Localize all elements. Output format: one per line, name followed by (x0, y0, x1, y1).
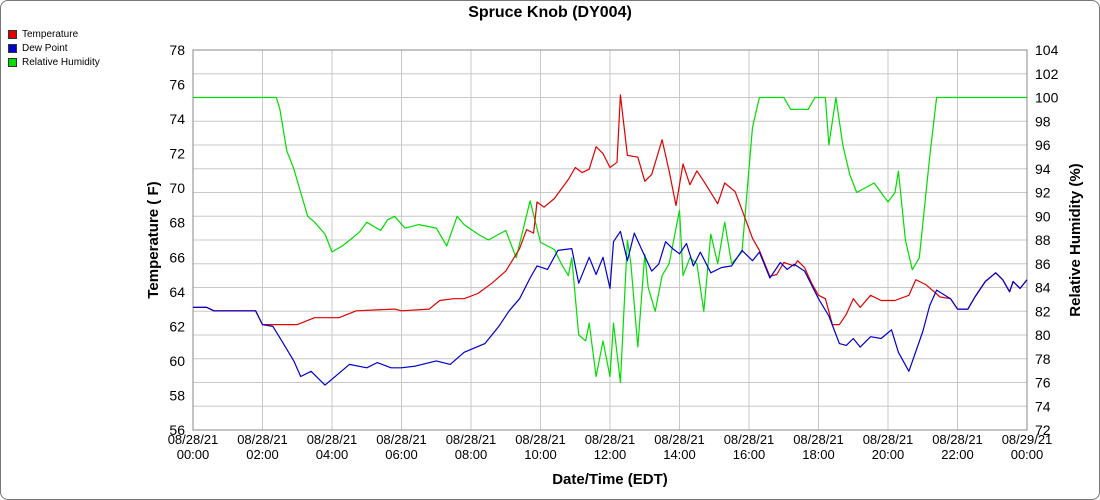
y-axis-label-right: Relative Humidity (%) (1067, 163, 1084, 316)
x-tick-label-date: 08/28/21 (932, 432, 983, 447)
y-tick-label-right: 86 (1035, 256, 1051, 272)
x-tick-label-date: 08/28/21 (446, 432, 497, 447)
y-tick-label-right: 92 (1035, 185, 1051, 201)
x-tick-label-time: 02:00 (246, 447, 279, 462)
x-tick-label-date: 08/28/21 (654, 432, 705, 447)
y-axis-label-left: Temperature ( F) (145, 181, 162, 298)
x-tick-label-date: 08/28/21 (724, 432, 775, 447)
x-tick-label-time: 20:00 (872, 447, 905, 462)
legend-label-relative-humidity: Relative Humidity (22, 56, 100, 68)
y-tick-label-right: 90 (1035, 208, 1051, 224)
y-tick-label-right: 78 (1035, 351, 1051, 367)
x-tick-label-time: 00:00 (1011, 447, 1044, 462)
x-tick-label-time: 16:00 (733, 447, 766, 462)
y-tick-label-right: 104 (1035, 42, 1059, 58)
legend: Temperature Dew Point Relative Humidity (8, 27, 100, 69)
y-tick-label-left: 68 (169, 215, 185, 231)
x-tick-label-time: 00:00 (177, 447, 210, 462)
y-tick-label-left: 70 (169, 180, 185, 196)
y-tick-label-right: 94 (1035, 161, 1051, 177)
y-tick-label-left: 64 (169, 284, 185, 300)
legend-swatch-dew-point (8, 43, 17, 53)
x-tick-label-date: 08/28/21 (863, 432, 914, 447)
legend-label-dew-point: Dew Point (22, 42, 68, 54)
y-tick-label-left: 58 (169, 387, 185, 403)
y-tick-label-right: 76 (1035, 375, 1051, 391)
plot-border (192, 49, 1028, 431)
y-tick-label-left: 66 (169, 249, 185, 265)
x-tick-label-time: 22:00 (941, 447, 974, 462)
x-tick-label-time: 06:00 (385, 447, 418, 462)
y-tick-label-left: 72 (169, 146, 185, 162)
x-tick-label-date: 08/28/21 (376, 432, 427, 447)
series-line-relative-humidity (193, 96, 1027, 384)
x-tick-label-time: 08:00 (455, 447, 488, 462)
x-tick-label-time: 14:00 (663, 447, 696, 462)
x-tick-label-time: 10:00 (524, 447, 557, 462)
legend-item-dew-point: Dew Point (8, 41, 100, 55)
legend-item-temperature: Temperature (8, 27, 100, 41)
y-tick-label-left: 60 (169, 353, 185, 369)
x-tick-label-date: 08/29/21 (1002, 432, 1053, 447)
y-tick-label-right: 98 (1035, 113, 1051, 129)
y-tick-label-left: 74 (169, 111, 185, 127)
y-tick-label-left: 76 (169, 77, 185, 93)
x-tick-label-date: 08/28/21 (585, 432, 636, 447)
y-tick-label-right: 74 (1035, 398, 1051, 414)
chart-title: Spruce Knob (DY004) (468, 4, 632, 21)
y-tick-label-left: 78 (169, 42, 185, 58)
x-tick-label-time: 18:00 (802, 447, 835, 462)
x-tick-label-date: 08/28/21 (793, 432, 844, 447)
y-tick-label-right: 100 (1035, 90, 1059, 106)
y-tick-label-right: 88 (1035, 232, 1051, 248)
x-tick-label-date: 08/28/21 (307, 432, 358, 447)
y-tick-label-right: 72 (1035, 422, 1051, 438)
x-tick-label-time: 04:00 (316, 447, 349, 462)
legend-label-temperature: Temperature (22, 28, 79, 40)
y-tick-label-right: 84 (1035, 280, 1051, 296)
x-tick-label-date: 08/28/21 (515, 432, 566, 447)
x-tick-label-time: 12:00 (594, 447, 627, 462)
series-line-temperature (193, 94, 1028, 326)
y-tick-label-left: 62 (169, 318, 185, 334)
series-line-dew-point (193, 230, 1028, 386)
x-tick-label-date: 08/28/21 (237, 432, 288, 447)
x-tick-label-date: 08/28/21 (168, 432, 219, 447)
x-axis-label: Date/Time (EDT) (552, 471, 668, 488)
legend-item-relative-humidity: Relative Humidity (8, 55, 100, 69)
y-tick-label-right: 82 (1035, 303, 1051, 319)
legend-swatch-temperature (8, 29, 17, 39)
legend-swatch-relative-humidity (8, 57, 17, 67)
y-tick-label-right: 96 (1035, 137, 1051, 153)
y-tick-label-right: 80 (1035, 327, 1051, 343)
y-tick-label-right: 102 (1035, 66, 1059, 82)
y-tick-label-left: 56 (169, 422, 185, 438)
